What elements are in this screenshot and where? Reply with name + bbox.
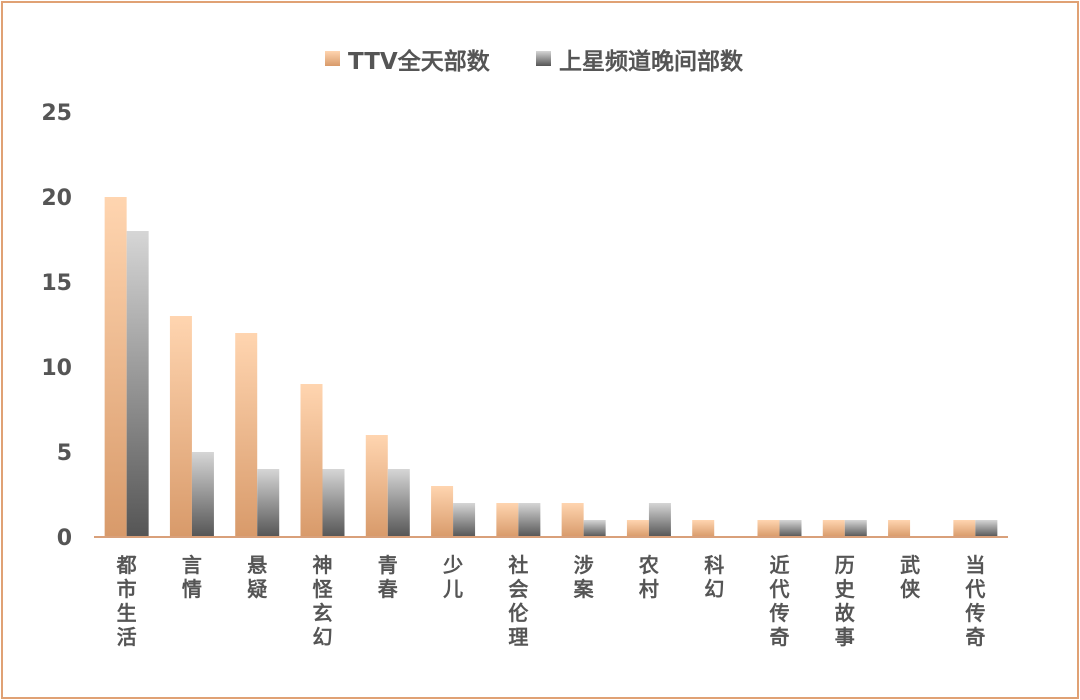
bar-satellite	[844, 520, 867, 537]
category-label: 都市生活	[116, 553, 137, 649]
bar-ttv	[496, 503, 519, 537]
bar-satellite	[648, 503, 671, 537]
y-tick-label: 5	[57, 441, 72, 466]
bar-satellite	[583, 520, 606, 537]
category-label: 少儿	[442, 553, 463, 601]
legend: TTV全天部数 上星频道晚间部数	[325, 48, 744, 75]
bar-ttv	[169, 316, 192, 537]
bar-satellite	[126, 231, 149, 537]
bar-ttv	[431, 486, 454, 537]
bar-ttv	[953, 520, 976, 537]
bar-ttv	[626, 520, 649, 537]
category-label: 当代传奇	[964, 553, 985, 649]
bar-ttv	[300, 384, 323, 537]
legend-swatch-ttv	[325, 51, 340, 66]
bar-satellite	[975, 520, 998, 537]
y-axis-ticks: 0 5 10 15 20 25	[41, 101, 72, 551]
category-label: 农村	[638, 553, 659, 601]
category-label: 涉案	[573, 553, 595, 601]
bar-satellite	[453, 503, 476, 537]
legend-label-satellite: 上星频道晚间部数	[559, 48, 744, 75]
category-label: 社会伦理	[507, 553, 529, 649]
category-label: 青春	[377, 553, 399, 601]
bar-ttv	[365, 435, 388, 537]
legend-label-ttv: TTV全天部数	[348, 48, 491, 75]
bar-satellite	[518, 503, 541, 537]
category-label: 科幻	[704, 553, 724, 601]
category-label: 悬疑	[247, 553, 267, 601]
y-tick-label: 15	[41, 271, 72, 296]
bar-ttv	[757, 520, 780, 537]
bar-ttv	[888, 520, 911, 537]
category-label: 近代传奇	[769, 553, 790, 649]
y-tick-label: 10	[41, 356, 72, 381]
bar-satellite	[257, 469, 280, 537]
bar-satellite	[779, 520, 802, 537]
bar-satellite	[191, 452, 214, 537]
category-label: 言情	[182, 553, 202, 601]
bars	[104, 197, 998, 537]
category-label: 神怪玄幻	[313, 553, 334, 649]
bar-ttv	[104, 197, 127, 537]
bar-ttv	[235, 333, 258, 537]
category-label: 历史故事	[835, 553, 856, 649]
y-tick-label: 20	[41, 186, 72, 211]
category-label: 武侠	[900, 553, 921, 601]
bar-ttv	[692, 520, 715, 537]
bar-satellite	[387, 469, 410, 537]
bar-ttv	[561, 503, 584, 537]
legend-swatch-satellite	[536, 51, 551, 66]
bar-satellite	[322, 469, 345, 537]
bar-ttv	[822, 520, 845, 537]
y-tick-label: 0	[57, 526, 72, 551]
y-tick-label: 25	[41, 101, 72, 126]
